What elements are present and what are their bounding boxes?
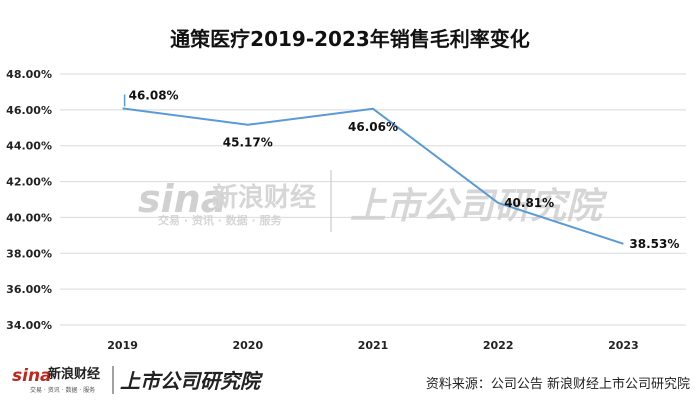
y-tick-label: 44.00%: [6, 140, 52, 153]
data-label: 38.53%: [629, 237, 679, 251]
series-line: [122, 107, 624, 245]
watermark-brand: 新浪财经: [212, 182, 316, 213]
data-labels: 46.08% 45.17% 46.06% 40.81% 38.53%: [129, 88, 680, 250]
gridlines: [60, 73, 686, 326]
footer-brand: 新浪财经: [48, 366, 100, 382]
y-tick-label: 46.00%: [6, 104, 52, 117]
data-label: 40.81%: [504, 196, 554, 210]
watermark-sub: 交易 · 资讯 · 数据 · 服务: [158, 213, 283, 227]
y-tick-label: 40.00%: [6, 211, 52, 224]
x-tick-label: 2020: [232, 339, 263, 352]
footer-logo-sub: 交易 · 资讯 · 数据 · 服务: [30, 386, 95, 394]
y-axis-ticks: 34.00% 36.00% 38.00% 40.00% 42.00% 44.00% 46.0…: [6, 68, 52, 332]
y-tick-label: 34.00%: [6, 319, 52, 332]
chart-title: 通策医疗2019-2023年销售毛利率变化: [170, 27, 530, 51]
x-axis-ticks: 2019 2020 2021 2022 2023: [107, 339, 638, 352]
data-label: 46.08%: [129, 88, 179, 102]
y-tick-label: 38.00%: [6, 247, 52, 260]
watermark-sina-logo: sina: [138, 177, 226, 221]
x-tick-label: 2021: [358, 339, 389, 352]
footer-institute: 上市公司研究院: [120, 369, 264, 393]
footer-sina-logo: sina: [12, 366, 52, 386]
y-tick-label: 36.00%: [6, 283, 52, 296]
data-label: 45.17%: [223, 136, 273, 150]
x-tick-label: 2022: [483, 339, 514, 352]
y-tick-label: 42.00%: [6, 176, 52, 189]
footer: sina 新浪财经 交易 · 资讯 · 数据 · 服务 上市公司研究院 资料来源…: [12, 366, 690, 394]
source-note: 资料来源：公司公告 新浪财经上市公司研究院: [426, 376, 690, 392]
watermark-institute: 上市公司研究院: [350, 186, 608, 227]
watermark: sina 新浪财经 交易 · 资讯 · 数据 · 服务 上市公司研究院: [138, 170, 608, 232]
series-layer: [122, 94, 624, 245]
x-tick-label: 2019: [107, 339, 138, 352]
data-label: 46.06%: [348, 120, 398, 134]
x-tick-label: 2023: [608, 339, 639, 352]
y-tick-label: 48.00%: [6, 68, 52, 81]
